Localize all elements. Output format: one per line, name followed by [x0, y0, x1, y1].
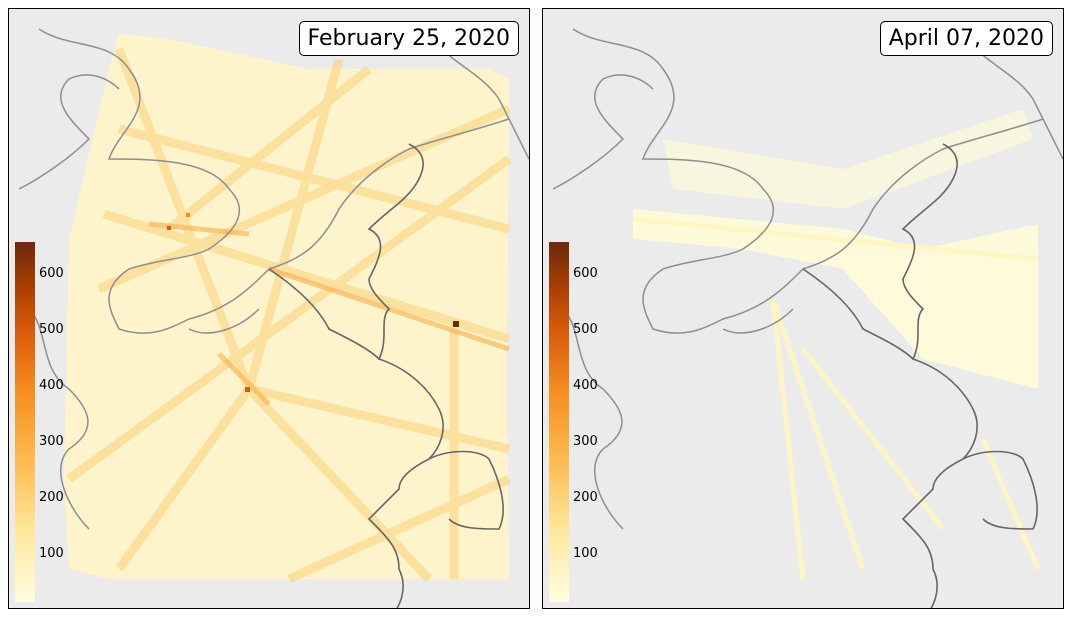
hotspots — [167, 213, 459, 392]
colorbar-tick-label: 200 — [39, 490, 64, 505]
colorbar-tick-label: 400 — [39, 378, 64, 393]
flight-corridors — [632, 216, 1041, 580]
colorbar-tick-label: 300 — [573, 434, 598, 449]
map-canvas-february — [18, 28, 529, 608]
map-canvas-april — [552, 28, 1063, 608]
colorbar-tick-label: 500 — [573, 322, 598, 337]
colorbar-tick-label: 600 — [39, 266, 64, 281]
traffic-density-region — [64, 34, 509, 579]
flight-corridors — [66, 47, 512, 584]
colorbar-tick-label: 300 — [39, 434, 64, 449]
colorbar-tick-label: 600 — [573, 266, 598, 281]
colorbar — [15, 242, 35, 602]
colorbar — [549, 242, 569, 602]
colorbar-tick-label: 200 — [573, 490, 598, 505]
colorbar-tick-label: 400 — [573, 378, 598, 393]
hotspot-london-2 — [186, 213, 190, 217]
date-label: February 25, 2020 — [298, 21, 519, 56]
hotspot-london — [167, 226, 171, 230]
map-panel-april: April 07, 2020 100 200 300 400 500 600 — [542, 8, 1064, 609]
colorbar-tick-label: 500 — [39, 322, 64, 337]
colorbar-tick-label: 100 — [39, 546, 64, 561]
hotspot-paris — [245, 387, 250, 392]
country-borders — [268, 143, 504, 608]
country-borders — [802, 143, 1038, 608]
map-panel-february: February 25, 2020 100 200 300 400 500 60… — [8, 8, 530, 609]
date-label: April 07, 2020 — [879, 21, 1053, 56]
traffic-density-region — [633, 109, 1038, 389]
hotspot-frankfurt — [453, 321, 459, 327]
colorbar-tick-label: 100 — [573, 546, 598, 561]
